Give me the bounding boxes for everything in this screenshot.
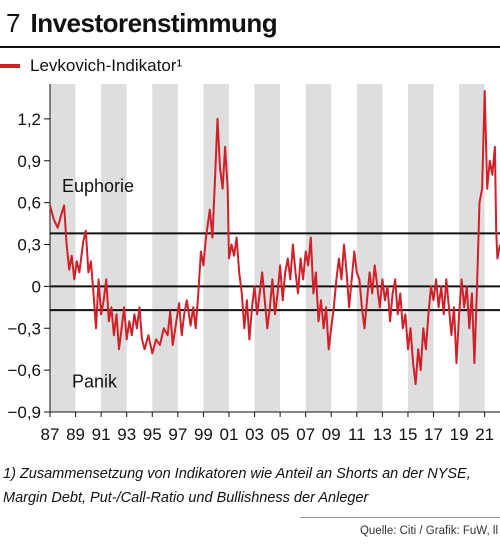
y-tick-label: 0,9 [17,152,41,171]
y-tick-label: 0 [32,277,41,296]
footnote-line-1: 1) Zusammensetzung von Indikatoren wie A… [3,466,471,482]
x-tick-label: 01 [220,425,239,444]
y-tick-label: 1,2 [17,110,41,129]
y-tick-label: −0,3 [7,319,41,338]
line-chart: 1,2 0,9 0,6 0,3 0 −0,3 −0,6 −0,987 89 91 93 95 97 99 0… [7,84,500,444]
background-band [101,84,127,412]
x-tick-label: 13 [373,425,392,444]
series-line [49,90,500,386]
y-tick-label: −0,9 [7,403,41,422]
x-tick-label: 97 [168,425,187,444]
annotation-panik: Panik [72,371,118,391]
footnote-line-2: Margin Debt, Put-/Call-Ratio und Bullish… [3,490,369,506]
chart-header: 7 Investorenstimmung [6,8,278,39]
background-band [254,84,281,412]
y-tick-label: 0,6 [17,194,41,213]
x-tick-label: 11 [348,425,366,444]
background-band [50,84,76,412]
x-tick-label: 15 [398,425,417,444]
footnote: 1) Zusammensetzung von Indikatoren wie A… [3,462,498,510]
x-tick-label: 89 [66,425,85,444]
x-tick-label: 99 [194,425,213,444]
x-tick-label: 19 [450,425,469,444]
legend: Levkovich-Indikator¹ [0,56,182,76]
x-tick-label: 05 [271,425,290,444]
legend-label: Levkovich-Indikator¹ [30,56,183,75]
x-tick-label: 87 [41,425,60,444]
x-tick-label: 91 [92,425,111,444]
source-rule [300,517,500,518]
background-band [356,84,383,412]
x-tick-label: 09 [322,425,341,444]
y-tick-label: 0,3 [17,236,41,255]
figure-number: 7 [6,8,21,38]
x-tick-label: 93 [117,425,136,444]
x-tick-label: 03 [245,425,264,444]
x-tick-label: 21 [475,425,494,444]
header-rule [0,46,500,48]
x-tick-label: 07 [296,425,315,444]
y-tick-label: −0,6 [7,361,41,380]
x-tick-label: 95 [143,425,162,444]
source-credit: Quelle: Citi / Grafik: FuW, ll [359,525,498,537]
legend-swatch [0,64,20,68]
x-tick-label: 17 [424,425,443,444]
background-band [152,84,178,412]
chart-title: Investorenstimmung [30,8,278,38]
background-band [459,84,485,412]
annotation-euphorie: Euphorie [62,176,134,196]
